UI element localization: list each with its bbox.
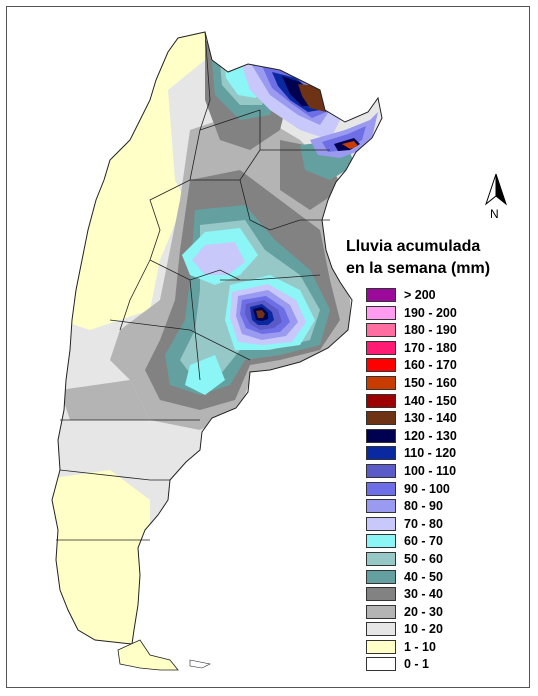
legend-swatch — [366, 499, 396, 514]
legend-item: 30 - 40 — [366, 586, 516, 604]
legend-item: 140 - 150 — [366, 393, 516, 411]
legend-item: 1 - 10 — [366, 639, 516, 657]
legend-label: 170 - 180 — [404, 340, 457, 355]
legend-item: > 200 — [366, 287, 516, 305]
legend-item: 100 - 110 — [366, 463, 516, 481]
legend-label: 160 - 170 — [404, 358, 457, 373]
legend-item: 180 - 190 — [366, 322, 516, 340]
legend-swatch — [366, 622, 396, 637]
legend-swatch — [366, 288, 396, 302]
legend-item: 40 - 50 — [366, 569, 516, 587]
legend-swatch — [366, 604, 396, 619]
legend-label: 110 - 120 — [404, 446, 457, 461]
legend-label: > 200 — [404, 288, 436, 302]
legend-item: 120 - 130 — [366, 428, 516, 446]
legend-label: 120 - 130 — [404, 428, 457, 443]
north-label: N — [490, 207, 499, 220]
title-line-2: en la semana (mm) — [346, 260, 491, 277]
legend-swatch — [366, 411, 396, 426]
legend-swatch — [366, 393, 396, 408]
legend-item: 170 - 180 — [366, 340, 516, 358]
legend-swatch — [366, 481, 396, 496]
legend-label: 130 - 140 — [404, 411, 457, 426]
legend-item: 20 - 30 — [366, 604, 516, 622]
legend-swatch — [366, 323, 396, 338]
tierra-del-fuego — [117, 639, 211, 671]
map-title: Lluvia acumulada en la semana (mm) — [346, 236, 490, 280]
legend-item: 0 - 1 — [366, 656, 516, 674]
legend-label: 80 - 90 — [404, 499, 443, 514]
legend-item: 10 - 20 — [366, 621, 516, 639]
legend-swatch — [366, 587, 396, 602]
legend-swatch — [366, 375, 396, 390]
legend-swatch — [366, 340, 396, 355]
legend-item: 80 - 90 — [366, 498, 516, 516]
legend-label: 70 - 80 — [404, 516, 443, 531]
legend-swatch — [366, 569, 396, 584]
legend-label: 190 - 200 — [404, 305, 457, 320]
legend-swatch — [366, 428, 396, 443]
legend-swatch — [366, 516, 396, 531]
province-boundaries — [56, 31, 330, 541]
legend-swatch — [366, 534, 396, 549]
legend-item: 110 - 120 — [366, 445, 516, 463]
legend-label: 1 - 10 — [404, 639, 436, 654]
legend-swatch — [366, 463, 396, 478]
legend-label: 100 - 110 — [404, 463, 457, 478]
legend-swatch — [366, 446, 396, 461]
legend-label: 30 - 40 — [404, 587, 443, 602]
legend-swatch — [366, 639, 396, 654]
legend: > 200 190 - 200 180 - 190 170 - 180 160 - 17… — [366, 287, 516, 674]
legend-label: 90 - 100 — [404, 481, 450, 496]
legend-item: 90 - 100 — [366, 481, 516, 499]
legend-label: 140 - 150 — [404, 393, 457, 408]
legend-item: 150 - 160 — [366, 375, 516, 393]
legend-item: 60 - 70 — [366, 533, 516, 551]
legend-label: 20 - 30 — [404, 604, 443, 619]
legend-item: 160 - 170 — [366, 357, 516, 375]
legend-item: 190 - 200 — [366, 305, 516, 323]
legend-label: 0 - 1 — [404, 657, 430, 672]
north-arrow-icon: N — [484, 173, 508, 220]
legend-label: 180 - 190 — [404, 323, 457, 338]
legend-swatch — [366, 305, 396, 320]
legend-swatch — [366, 657, 396, 672]
legend-item: 70 - 80 — [366, 516, 516, 534]
title-line-1: Lluvia acumulada — [346, 238, 481, 255]
legend-label: 50 - 60 — [404, 551, 443, 566]
legend-label: 10 - 20 — [404, 622, 443, 637]
legend-item: 130 - 140 — [366, 410, 516, 428]
legend-label: 40 - 50 — [404, 569, 443, 584]
legend-label: 150 - 160 — [404, 375, 457, 390]
legend-item: 50 - 60 — [366, 551, 516, 569]
legend-label: 60 - 70 — [404, 534, 443, 549]
legend-swatch — [366, 551, 396, 566]
legend-swatch — [366, 358, 396, 373]
